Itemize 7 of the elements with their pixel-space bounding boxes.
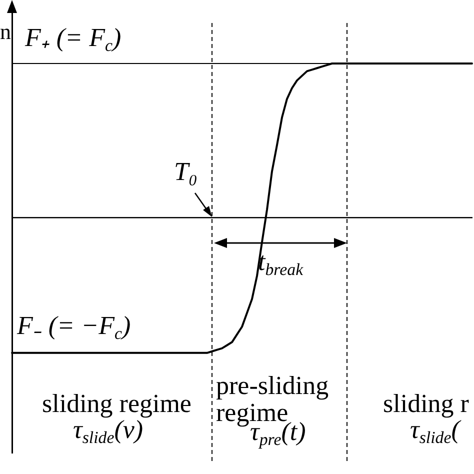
- legend-label: F₊ (= F$_{c}$): [25, 22, 122, 55]
- annotation: T₀: [174, 157, 198, 186]
- text: sliding r: [383, 389, 469, 418]
- annotation: t$_{break}$: [258, 247, 304, 280]
- y-axis-title: n: [0, 18, 11, 45]
- text: sliding regime: [42, 389, 192, 418]
- annotation: F₋ (= −F$_{c}$): [17, 310, 131, 343]
